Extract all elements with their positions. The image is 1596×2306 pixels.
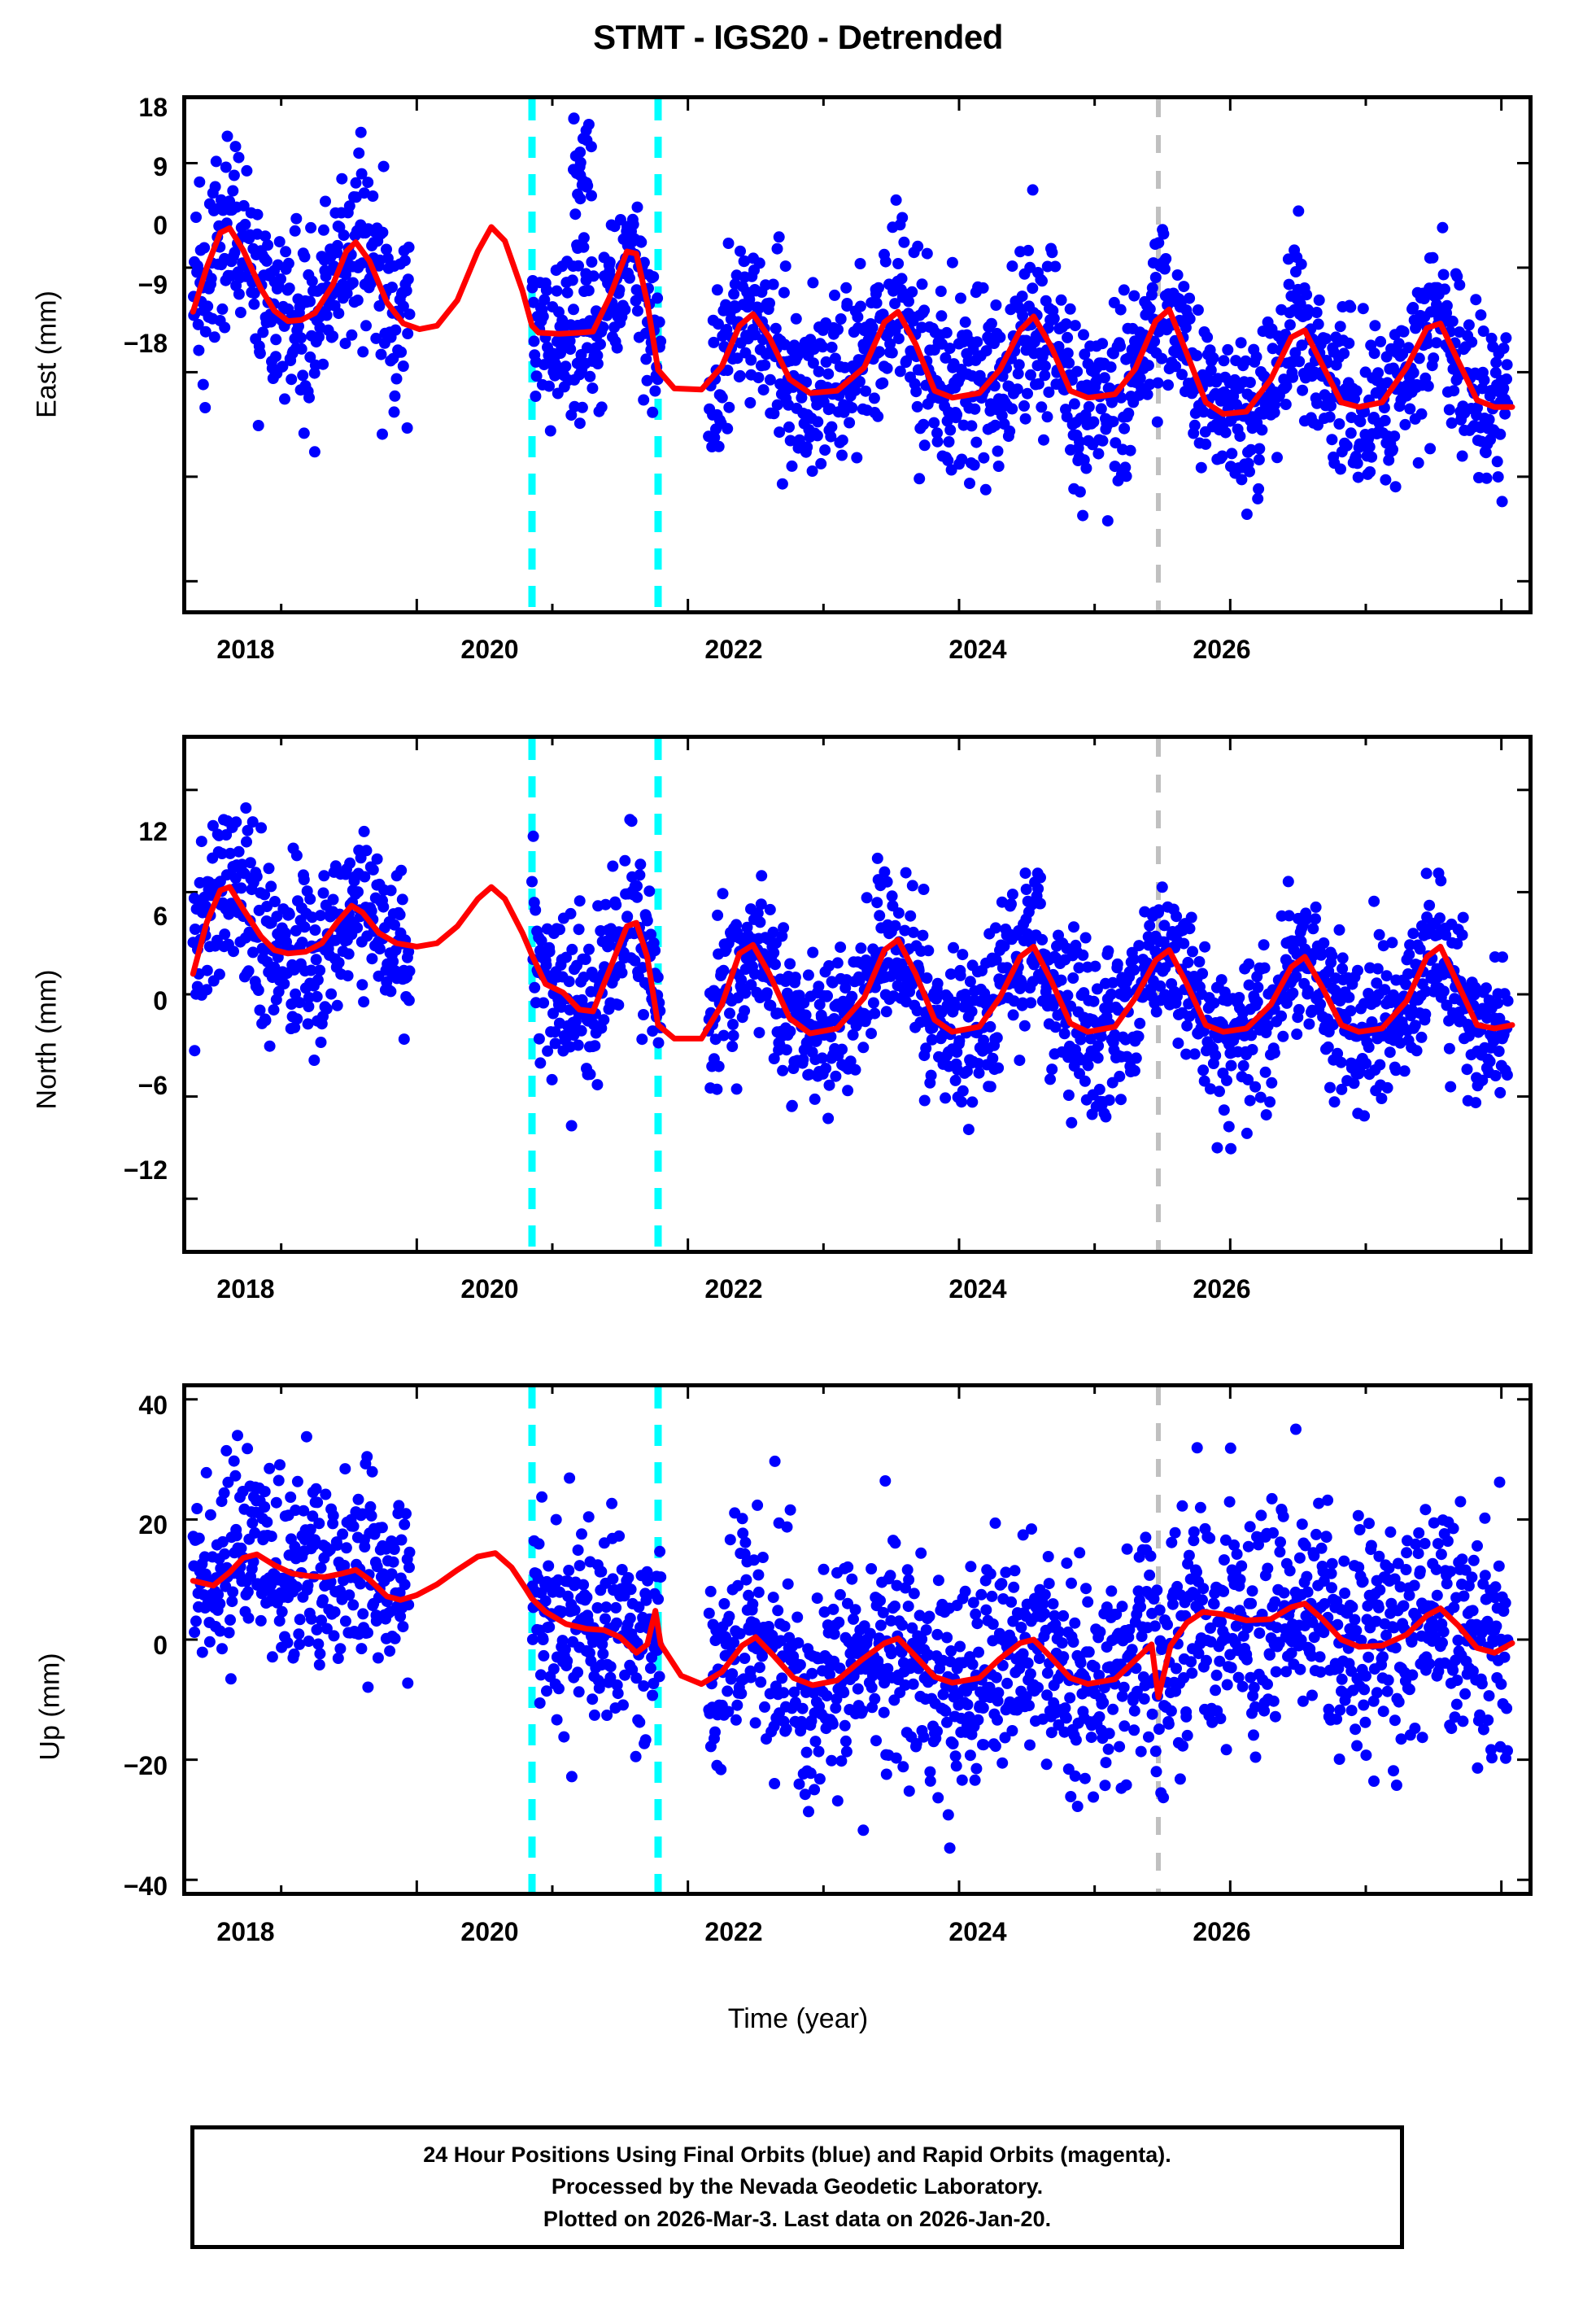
xtick-north-4: 2026 — [1193, 1274, 1251, 1304]
ytick-east-2: 0 — [153, 211, 168, 240]
ytick-up-0: 40 — [138, 1391, 168, 1420]
xtick-east-3: 2024 — [948, 635, 1007, 664]
plot-frame-up — [182, 1383, 1533, 1896]
ytick-north-3: −6 — [137, 1071, 168, 1100]
caption-line-2: Processed by the Nevada Geodetic Laborat… — [551, 2174, 1044, 2199]
ytick-east-1: 9 — [153, 152, 168, 181]
plot-canvas-north — [186, 739, 1528, 1250]
model-curve — [190, 884, 1515, 1042]
xtick-up-2: 2022 — [704, 1917, 763, 1946]
plot-canvas-east — [186, 99, 1528, 610]
ytick-up-3: −20 — [123, 1751, 168, 1780]
figure-title: STMT - IGS20 - Detrended — [593, 18, 1003, 56]
scatter-points — [187, 1423, 1514, 1854]
ytick-east-4: −18 — [123, 329, 168, 358]
xtick-up-1: 2020 — [460, 1917, 519, 1946]
ytick-east-0: 18 — [138, 93, 168, 122]
xtick-north-2: 2022 — [704, 1274, 763, 1304]
model-curve — [190, 224, 1515, 417]
xtick-east-1: 2020 — [460, 635, 519, 664]
axis-label-north: North (mm) — [31, 969, 63, 1110]
xtick-up-3: 2024 — [948, 1917, 1007, 1946]
ytick-up-4: −40 — [123, 1871, 168, 1901]
xtick-east-2: 2022 — [704, 635, 763, 664]
ytick-north-2: 0 — [153, 986, 168, 1015]
xtick-north-1: 2020 — [460, 1274, 519, 1304]
xtick-east-0: 2018 — [216, 635, 275, 664]
axis-label-up: Up (mm) — [34, 1653, 66, 1761]
plot-canvas-up — [186, 1387, 1528, 1892]
scatter-points — [188, 112, 1514, 527]
plot-frame-north — [182, 735, 1533, 1254]
model-curve — [190, 1550, 1515, 1701]
xtick-north-3: 2024 — [948, 1274, 1007, 1304]
ytick-up-1: 20 — [138, 1510, 168, 1540]
ytick-up-2: 0 — [153, 1631, 168, 1660]
ytick-north-1: 6 — [153, 902, 168, 931]
xtick-up-4: 2026 — [1193, 1917, 1251, 1946]
plot-frame-east — [182, 95, 1533, 614]
ytick-east-3: −9 — [137, 270, 168, 299]
axis-label-east: East (mm) — [31, 290, 63, 418]
ytick-north-0: 12 — [138, 817, 168, 846]
xtick-east-4: 2026 — [1193, 635, 1251, 664]
xtick-up-0: 2018 — [216, 1917, 275, 1946]
ytick-north-4: −12 — [123, 1155, 168, 1185]
figure-caption-box: 24 Hour Positions Using Final Orbits (bl… — [190, 2125, 1404, 2249]
axis-label-time: Time (year) — [727, 2003, 869, 2034]
caption-line-1: 24 Hour Positions Using Final Orbits (bl… — [423, 2142, 1171, 2168]
xtick-north-0: 2018 — [216, 1274, 275, 1304]
caption-line-3: Plotted on 2026-Mar-3. Last data on 2026… — [543, 2206, 1052, 2231]
